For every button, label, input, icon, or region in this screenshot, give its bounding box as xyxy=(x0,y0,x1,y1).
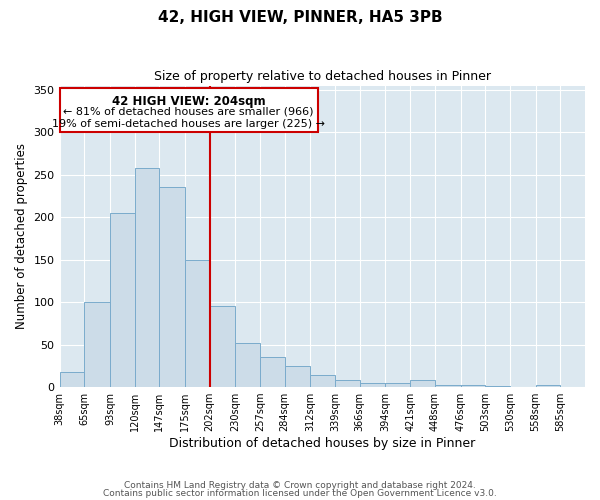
Bar xyxy=(385,383,410,387)
X-axis label: Distribution of detached houses by size in Pinner: Distribution of detached houses by size … xyxy=(169,437,475,450)
Text: 42, HIGH VIEW, PINNER, HA5 3PB: 42, HIGH VIEW, PINNER, HA5 3PB xyxy=(158,10,442,25)
Bar xyxy=(536,386,560,387)
Bar xyxy=(335,380,360,387)
Text: Contains public sector information licensed under the Open Government Licence v3: Contains public sector information licen… xyxy=(103,488,497,498)
Text: 42 HIGH VIEW: 204sqm: 42 HIGH VIEW: 204sqm xyxy=(112,95,265,108)
Bar xyxy=(235,343,260,387)
Bar xyxy=(84,302,110,387)
Text: 19% of semi-detached houses are larger (225) →: 19% of semi-detached houses are larger (… xyxy=(52,118,325,128)
Bar xyxy=(134,168,160,387)
Bar xyxy=(410,380,435,387)
Bar xyxy=(360,383,385,387)
Bar xyxy=(185,260,209,387)
Bar xyxy=(110,213,134,387)
Bar xyxy=(260,358,285,387)
Bar xyxy=(485,386,510,387)
Y-axis label: Number of detached properties: Number of detached properties xyxy=(15,144,28,330)
Bar xyxy=(310,375,335,387)
FancyBboxPatch shape xyxy=(59,88,317,132)
Title: Size of property relative to detached houses in Pinner: Size of property relative to detached ho… xyxy=(154,70,491,83)
Bar xyxy=(285,366,310,387)
Text: Contains HM Land Registry data © Crown copyright and database right 2024.: Contains HM Land Registry data © Crown c… xyxy=(124,481,476,490)
Text: ← 81% of detached houses are smaller (966): ← 81% of detached houses are smaller (96… xyxy=(64,107,314,117)
Bar xyxy=(59,372,84,387)
Bar xyxy=(160,188,185,387)
Bar xyxy=(461,386,485,387)
Bar xyxy=(435,384,461,387)
Bar xyxy=(209,306,235,387)
